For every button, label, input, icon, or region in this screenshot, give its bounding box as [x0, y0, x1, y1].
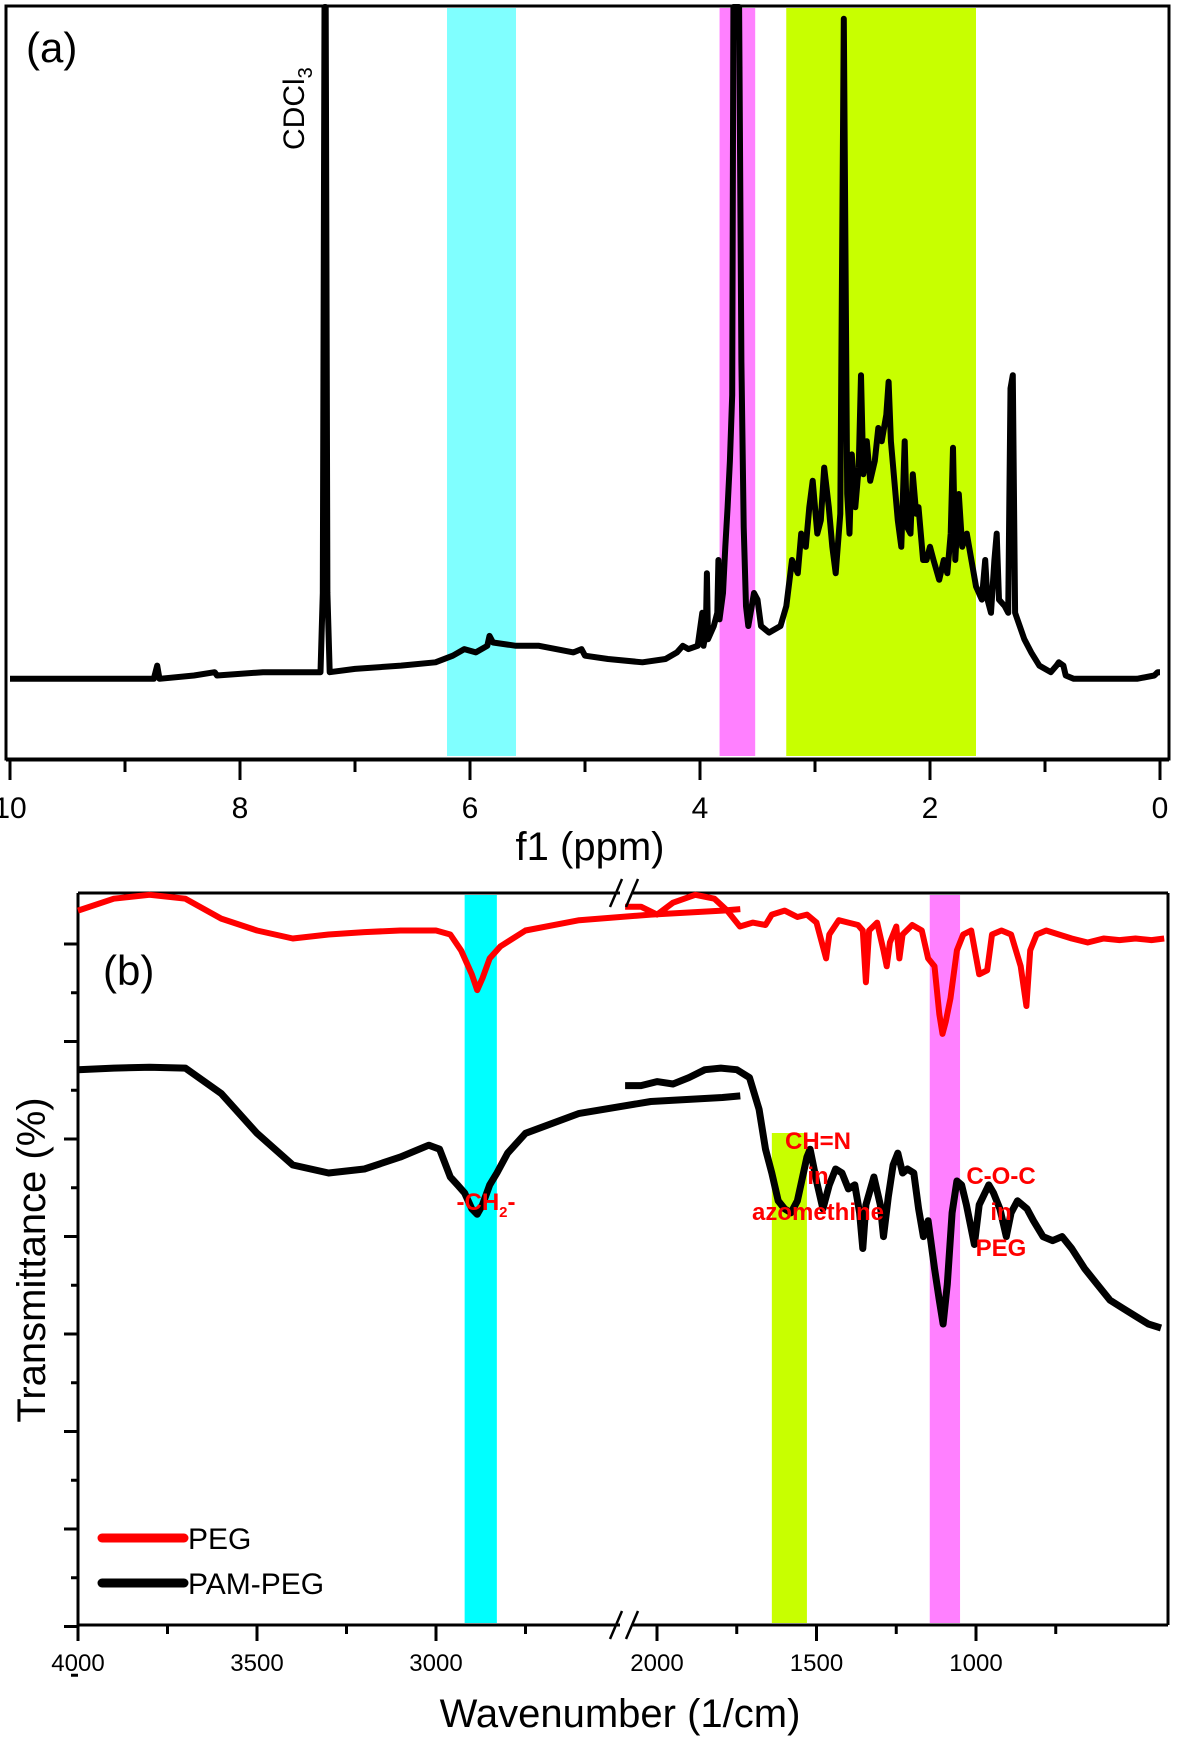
panel-b-y-axis-title: Transmittance (%) — [10, 1097, 54, 1422]
panel-a-lime-band — [786, 8, 976, 756]
cdcl3-annotation: CDCl3 — [278, 67, 317, 150]
legend-peg-label: PEG — [188, 1523, 251, 1556]
panel-a-tick-label: 6 — [462, 792, 479, 825]
panel-a-cyan-band — [447, 8, 516, 756]
axis-break-marks — [608, 878, 640, 1640]
panel-b-tick-label: 3000 — [409, 1650, 462, 1677]
cdcl3-annotation-subscript: 3 — [295, 67, 317, 78]
azomethine-line-1: CH=N — [785, 1128, 851, 1155]
panel-a-label: (a) — [26, 24, 77, 71]
panel-b-highlight-bands — [464, 895, 961, 1623]
panel-b-tick-label: 1000 — [949, 1650, 1002, 1677]
ch2-annotation-tail: - — [508, 1189, 516, 1216]
panel-a-tick-label: 2 — [922, 792, 939, 825]
panel-b-frame — [76, 891, 1170, 1627]
panel-b-tick-label: 2000 — [630, 1650, 683, 1677]
panel-a-spectrum-line — [10, 4, 1161, 682]
panel-a-x-ticks — [6, 758, 1169, 780]
panel-b-x-axis-title: Wavenumber (1/cm) — [440, 1692, 801, 1736]
panel-a-tick-label: 10 — [0, 792, 27, 825]
panel-b-ftir-chart: 4000 3500 3000 2000 1500 1000 (b) Wavenumber … — [10, 878, 1170, 1736]
panel-b-tick-label: 1500 — [790, 1650, 843, 1677]
cdcl3-annotation-text: CDCl — [278, 78, 311, 150]
panel-b-ticks — [64, 942, 1058, 1677]
panel-a-x-axis-title: f1 (ppm) — [516, 825, 665, 869]
panel-a-tick-label: 4 — [692, 792, 709, 825]
svg-text:CDCl3: CDCl3 — [278, 67, 317, 150]
axis-break-slash — [624, 878, 640, 908]
panel-b-tick-label: 3500 — [230, 1650, 283, 1677]
azomethine-line-2: in — [807, 1163, 828, 1190]
coc-line-2: in — [990, 1199, 1011, 1226]
axis-break-slash — [624, 1610, 640, 1640]
ch2-annotation-subscript: 2 — [499, 1204, 507, 1221]
panel-b-label: (b) — [103, 947, 154, 994]
panel-b-tick-label: 4000 — [51, 1650, 104, 1677]
panel-a-tick-label: 8 — [232, 792, 249, 825]
panel-a-frame — [4, 4, 1171, 761]
panel-a-nmr-chart: 10 8 6 4 2 0 (a) f1 (ppm) CDCl3 — [0, 4, 1171, 869]
axis-break-slash — [608, 878, 624, 908]
svg-text:-CH2-: -CH2- — [457, 1189, 516, 1221]
pam-peg-series-line — [77, 1063, 1163, 1332]
azomethine-annotation: CH=N in azomethine — [752, 1128, 884, 1226]
peg-series-line — [77, 891, 1165, 1037]
panel-b-x-tick-labels: 4000 3500 3000 2000 1500 1000 — [51, 1650, 1002, 1677]
coc-annotation: C-O-C in PEG — [966, 1163, 1035, 1262]
azomethine-line-3: azomethine — [752, 1199, 884, 1226]
panel-a-x-tick-labels: 10 8 6 4 2 0 — [0, 792, 1168, 825]
ch2-annotation-text: -CH — [457, 1189, 500, 1216]
coc-line-1: C-O-C — [966, 1163, 1035, 1190]
panel-a-tick-label: 0 — [1152, 792, 1169, 825]
legend: PEG PAM-PEG — [97, 1523, 324, 1601]
coc-line-3: PEG — [976, 1235, 1027, 1262]
legend-pam-peg-label: PAM-PEG — [188, 1568, 324, 1601]
ch2-annotation: -CH2- — [457, 1189, 516, 1221]
panel-a-highlight-bands — [447, 8, 976, 756]
axis-break-slash — [608, 1610, 624, 1640]
panel-b-cyan-band — [464, 895, 497, 1623]
